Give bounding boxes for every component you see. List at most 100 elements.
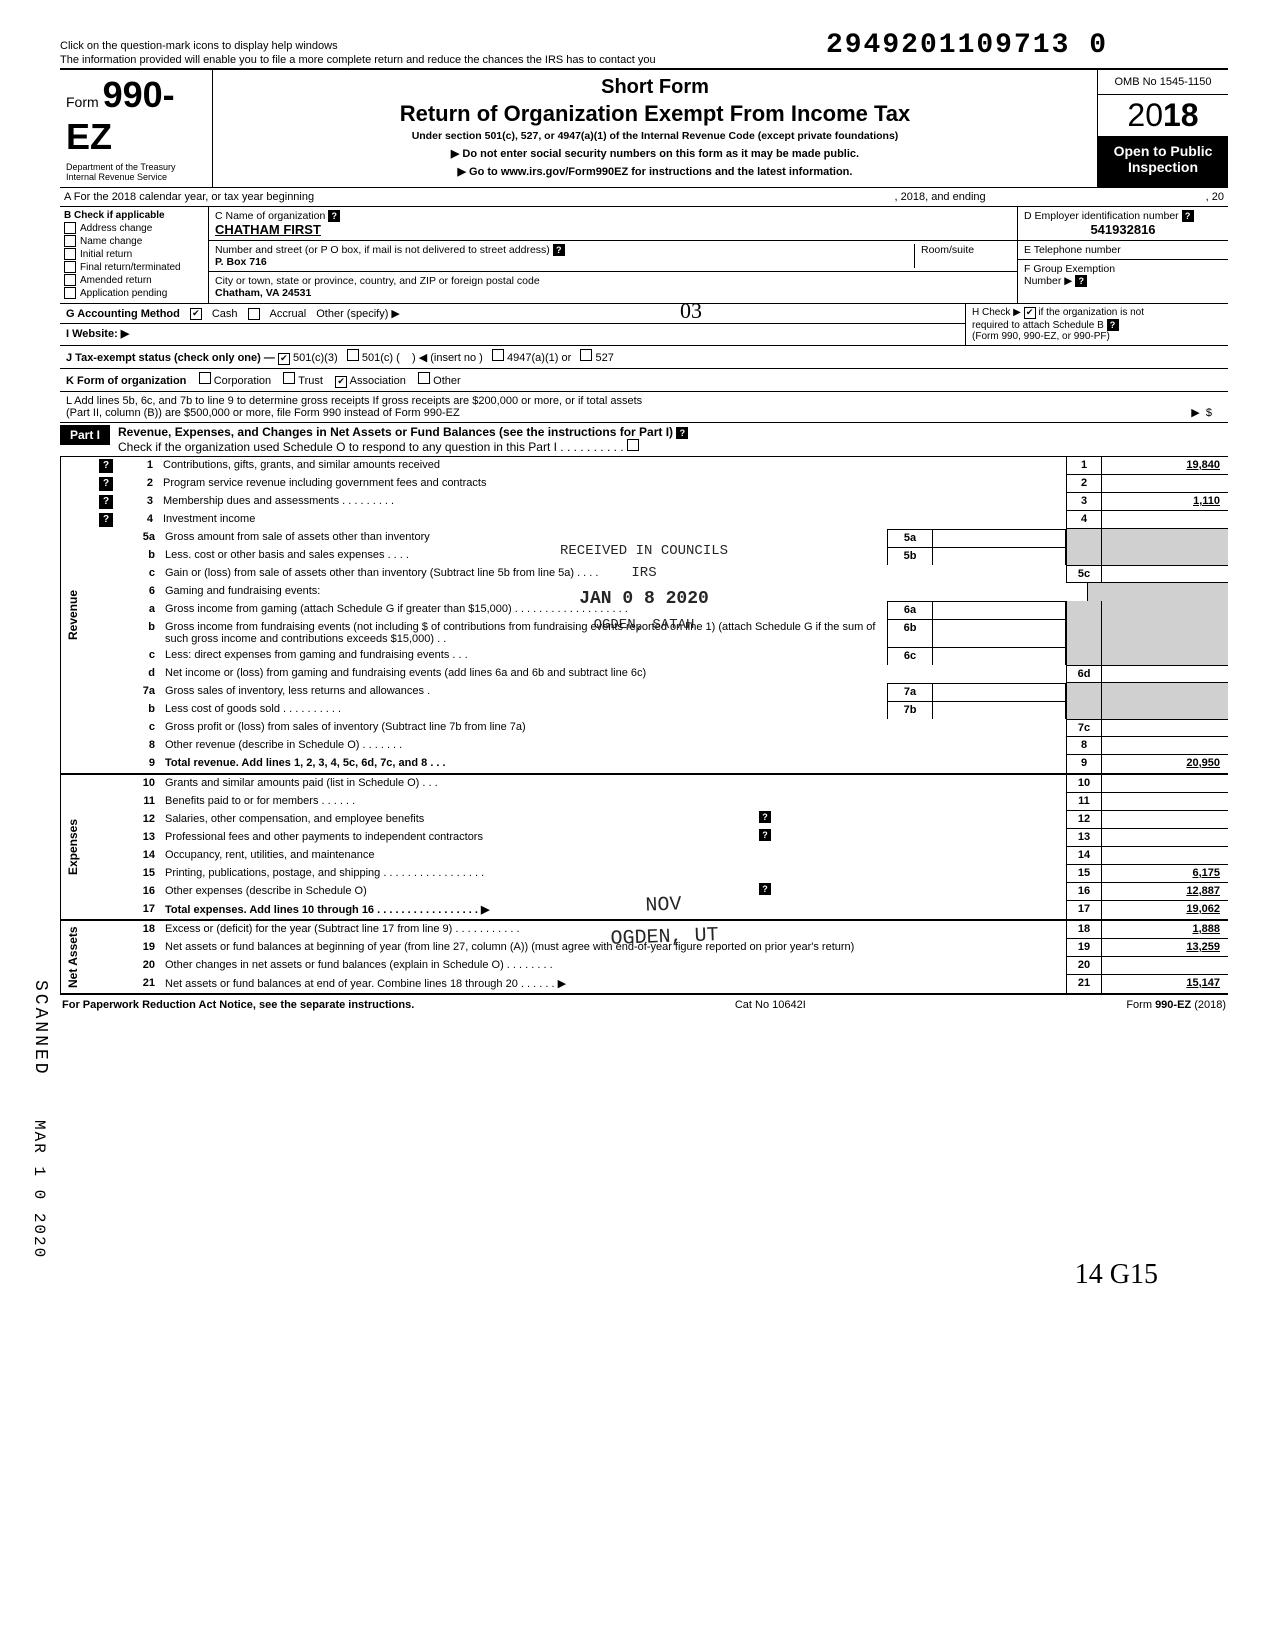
line-6d-desc: Net income or (loss) from gaming and fun…	[161, 665, 1066, 683]
line-19-value: 13,259	[1101, 939, 1228, 957]
part1-label: Part I	[60, 425, 110, 445]
checkbox-name-change[interactable]	[64, 235, 76, 247]
line-i: I Website: ▶	[60, 323, 965, 343]
line-8-desc: Other revenue (describe in Schedule O) .…	[161, 737, 1066, 755]
right-header: OMB No 1545-1150 2018 Open to Public Ins…	[1097, 70, 1228, 187]
side-label-netassets: Net Assets	[60, 921, 85, 993]
line-7c-value	[1101, 719, 1228, 737]
line-21-value: 15,147	[1101, 975, 1228, 993]
label-c: C Name of organization	[215, 210, 325, 222]
checkbox-corp[interactable]	[199, 372, 211, 384]
checkbox-amended[interactable]	[64, 274, 76, 286]
line-15-value: 6,175	[1101, 865, 1228, 883]
checkbox-schedule-b[interactable]: ✔	[1024, 307, 1036, 319]
line-1-desc: Contributions, gifts, grants, and simila…	[159, 457, 1066, 475]
line-18-value: 1,888	[1101, 921, 1228, 939]
line-1-value: 19,840	[1101, 457, 1228, 475]
checkbox-527[interactable]	[580, 349, 592, 361]
arrow-line-2: ▶ Go to www.irs.gov/Form990EZ for instru…	[223, 165, 1087, 178]
form-header: Form 990-EZ Department of the Treasury I…	[60, 68, 1228, 188]
help-icon[interactable]: ?	[1107, 319, 1119, 331]
line-6b-desc: Gross income from fundraising events (no…	[161, 619, 887, 647]
help-icon[interactable]: ?	[759, 883, 771, 895]
help-icon[interactable]: ?	[553, 244, 565, 256]
handwrite-03: 03	[680, 298, 702, 324]
line-l: L Add lines 5b, 6c, and 7b to line 9 to …	[60, 392, 1228, 423]
handwrite-bottom: 14 G15	[1075, 1259, 1158, 1291]
label-f: F Group Exemption	[1024, 263, 1115, 275]
col-c: C Name of organization ? CHATHAM FIRST N…	[209, 207, 1017, 303]
checkbox-cash[interactable]: ✔	[190, 308, 202, 320]
col-def: D Employer identification number ? 54193…	[1017, 207, 1228, 303]
title-cell: Short Form Return of Organization Exempt…	[213, 70, 1097, 187]
line-g-i: G Accounting Method ✔Cash Accrual Other …	[60, 304, 1228, 346]
checkbox-schedule-o[interactable]	[627, 439, 639, 451]
omb-number: OMB No 1545-1150	[1098, 70, 1228, 95]
help-icon[interactable]: ?	[1182, 210, 1194, 222]
line-2-value	[1101, 475, 1228, 493]
help-icon[interactable]: ?	[676, 427, 688, 439]
footer-mid: Cat No 10642I	[735, 999, 806, 1011]
line-h: H Check ▶ ✔ if the organization is not r…	[965, 304, 1228, 345]
help-icon[interactable]: ?	[328, 210, 340, 222]
expenses-section: Expenses 10Grants and similar amounts pa…	[60, 775, 1228, 921]
checkbox-initial-return[interactable]	[64, 248, 76, 260]
part1-check-text: Check if the organization used Schedule …	[118, 440, 624, 454]
label-g: G Accounting Method	[66, 308, 180, 320]
line-2-desc: Program service revenue including govern…	[159, 475, 1066, 493]
line-21-desc: Net assets or fund balances at end of ye…	[161, 975, 1066, 993]
addr-label: Number and street (or P O box, if mail i…	[215, 244, 550, 256]
col-b-header: B Check if applicable	[64, 210, 204, 221]
side-label-expenses: Expenses	[60, 775, 85, 919]
line-17-desc: Total expenses. Add lines 10 through 16 …	[161, 901, 1066, 919]
arrow-line-1: ▶ Do not enter social security numbers o…	[223, 147, 1087, 160]
checkbox-accrual[interactable]	[248, 308, 260, 320]
line-6c-desc: Less: direct expenses from gaming and fu…	[161, 647, 887, 665]
line-k: K Form of organization Corporation Trust…	[60, 369, 1228, 392]
line-a: A For the 2018 calendar year, or tax yea…	[60, 188, 1228, 207]
line-j: J Tax-exempt status (check only one) — ✔…	[60, 346, 1228, 369]
line-7b-desc: Less cost of goods sold . . . . . . . . …	[161, 701, 887, 719]
line-11-desc: Benefits paid to or for members . . . . …	[161, 793, 1066, 811]
help-icon[interactable]: ?	[759, 829, 771, 841]
checkbox-501c3[interactable]: ✔	[278, 353, 290, 365]
checkbox-final-return[interactable]	[64, 261, 76, 273]
revenue-section: Revenue ?1Contributions, gifts, grants, …	[60, 457, 1228, 775]
footer: For Paperwork Reduction Act Notice, see …	[60, 995, 1228, 1015]
checkbox-4947[interactable]	[492, 349, 504, 361]
city-label: City or town, state or province, country…	[215, 275, 540, 287]
help-icon[interactable]: ?	[99, 513, 113, 527]
line-6a-desc: Gross income from gaming (attach Schedul…	[161, 601, 887, 619]
checkbox-501c[interactable]	[347, 349, 359, 361]
part1-header: Part I Revenue, Expenses, and Changes in…	[60, 423, 1228, 457]
checkbox-trust[interactable]	[283, 372, 295, 384]
line-9-value: 20,950	[1101, 755, 1228, 773]
footer-left: For Paperwork Reduction Act Notice, see …	[62, 999, 414, 1011]
label-d: D Employer identification number	[1024, 210, 1179, 222]
line-5c-desc: Gain or (loss) from sale of assets other…	[161, 565, 1066, 583]
help-icon[interactable]: ?	[759, 811, 771, 823]
help-icon[interactable]: ?	[99, 459, 113, 473]
line-6-desc: Gaming and fundraising events:	[161, 583, 1087, 601]
checkbox-other[interactable]	[418, 372, 430, 384]
footer-right: Form 990-EZ (2018)	[1126, 999, 1226, 1011]
line-14-desc: Occupancy, rent, utilities, and maintena…	[161, 847, 1066, 865]
line-9-desc: Total revenue. Add lines 1, 2, 3, 4, 5c,…	[161, 755, 1066, 773]
help-icon[interactable]: ?	[1075, 275, 1087, 287]
line-5a-desc: Gross amount from sale of assets other t…	[161, 529, 887, 547]
checkbox-assoc[interactable]: ✔	[335, 376, 347, 388]
netassets-section: Net Assets 18Excess or (deficit) for the…	[60, 921, 1228, 995]
room-suite: Room/suite	[914, 244, 1011, 268]
help-icon[interactable]: ?	[99, 477, 113, 491]
help-icon[interactable]: ?	[99, 495, 113, 509]
stamp-mar-date: MAR 1 0 2020	[30, 1120, 48, 1259]
ein: 541932816	[1024, 222, 1222, 237]
main-title: Return of Organization Exempt From Incom…	[223, 101, 1087, 127]
dept-treasury: Department of the Treasury Internal Reve…	[66, 163, 206, 183]
section-bcdefg: B Check if applicable Address change Nam…	[60, 207, 1228, 304]
checkbox-pending[interactable]	[64, 287, 76, 299]
open-public: Open to Public Inspection	[1098, 137, 1228, 187]
line-8-value	[1101, 737, 1228, 755]
checkbox-address-change[interactable]	[64, 222, 76, 234]
line-6d-value	[1101, 665, 1228, 683]
